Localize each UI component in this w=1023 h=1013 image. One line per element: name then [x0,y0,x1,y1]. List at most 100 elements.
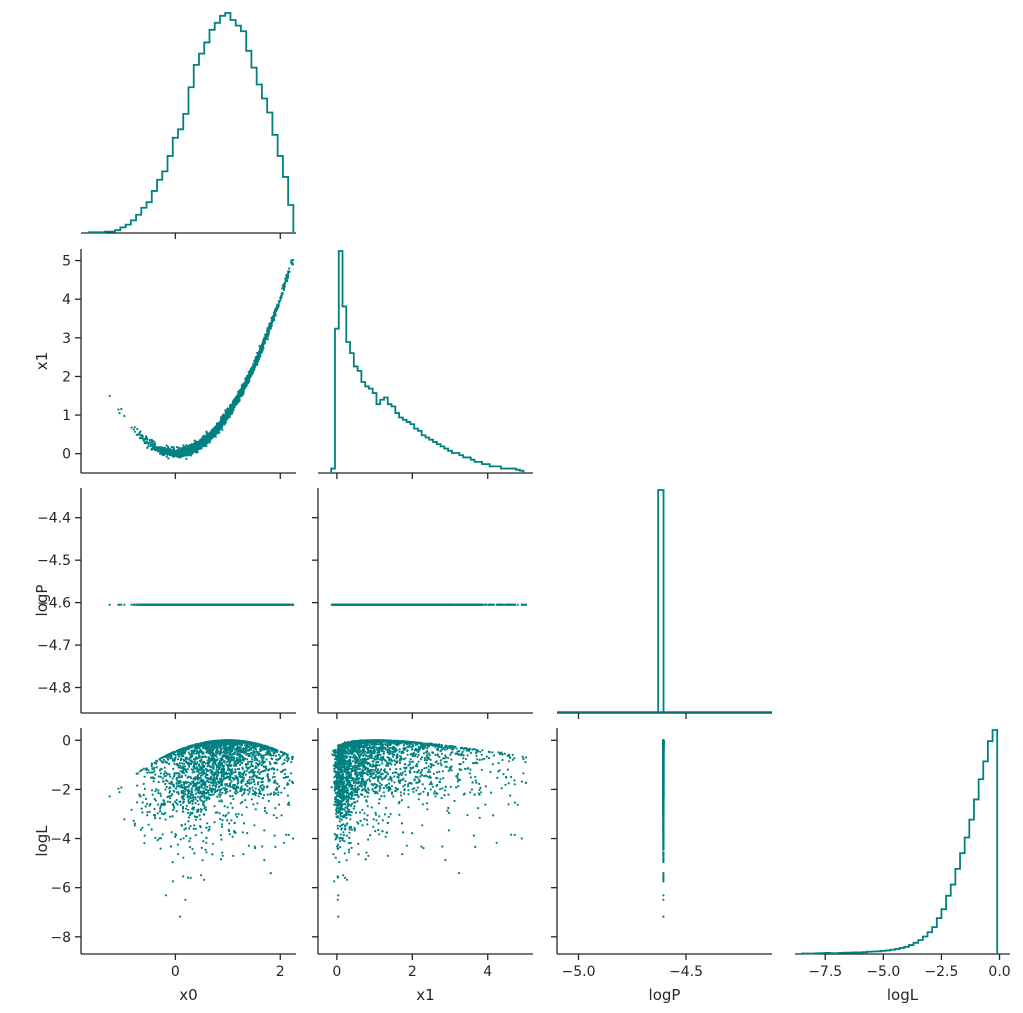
scatter-point [171,451,174,454]
scatter-point [287,272,290,275]
scatter-point [284,277,287,280]
scatter-point [175,445,179,449]
scatter-point [167,445,170,449]
y-tick-label: 1 [62,408,71,424]
scatter-point [178,451,181,454]
scatter-point [281,287,284,290]
scatter-point [143,440,146,443]
scatter-point [187,454,190,457]
scatter-point [271,318,274,321]
scatter-point [206,432,209,435]
scatter-point [226,410,229,413]
scatter-point [236,398,239,401]
scatter-point [258,349,261,352]
panel-0-0 [81,12,296,239]
scatter-point [130,603,133,606]
scatter-point [247,376,250,379]
y-tick-label: 2 [62,369,71,385]
scatter-point [266,338,269,341]
scatter-point [239,394,242,397]
scatter-point [234,400,237,403]
y-tick-label: −4.7 [37,638,71,654]
scatter-point [242,386,246,389]
scatter-point [259,352,262,355]
scatter-point [224,421,227,424]
scatter-point [151,441,154,444]
scatter-point [165,450,168,453]
histogram-x0 [87,12,295,234]
scatter-point [149,444,152,448]
scatter-point [153,443,156,446]
scatter-point [215,429,218,432]
scatter-point [188,444,191,447]
scatter-point [135,433,138,436]
scatter-point [252,368,255,371]
scatter-point [140,434,143,437]
scatter-point [246,374,250,377]
y-tick-label: −4.4 [37,511,71,527]
scatter-point [283,285,286,288]
scatter-point [185,444,188,447]
scatter-point [190,446,193,449]
y-tick-label: 3 [62,331,71,347]
scatter-point [123,414,126,418]
scatter-point [180,448,183,451]
scatter-point [120,603,123,606]
scatter-point [248,372,251,375]
y-tick-label: 0 [62,447,71,463]
scatter-point [217,430,220,433]
scatter-point [181,451,184,454]
scatter-point [155,447,158,450]
histogram-x1 [330,250,525,473]
scatter-point [237,390,240,393]
scatter-point [130,426,133,429]
scatter-point [142,437,145,440]
scatter-point [157,447,160,450]
scatter-point [290,259,293,262]
scatter-point [145,435,148,438]
scatter-point [182,444,185,447]
scatter-point [190,452,193,455]
scatter-point [209,434,212,437]
scatter-x0-x1 [108,258,295,460]
scatter-point [133,426,136,429]
scatter-point [253,365,256,368]
scatter-point [273,311,276,314]
scatter-point [221,420,224,424]
scatter-point [167,457,170,460]
scatter-point [108,394,111,397]
scatter-point [185,454,188,457]
scatter-point [233,398,236,401]
scatter-point [169,448,172,451]
scatter-point [108,603,111,606]
scatter-point [138,436,141,439]
scatter-point [288,267,291,270]
scatter-point [190,448,193,451]
scatter-point [241,383,244,386]
scatter-point [273,313,276,316]
scatter-point [199,438,202,441]
scatter-point [277,303,280,306]
scatter-point [185,457,188,460]
y-axis-label: logP [33,585,51,617]
scatter-point [171,454,174,457]
scatter-point [199,444,202,447]
scatter-point [270,323,273,326]
scatter-point [148,441,151,444]
scatter-point [194,441,197,444]
scatter-point [146,438,149,441]
scatter-point [210,431,213,435]
scatter-point [275,308,278,311]
panel-1-1 [318,250,533,479]
scatter-point [267,330,270,334]
scatter-point [285,279,288,282]
scatter-point [118,412,121,415]
scatter-point [250,366,253,369]
y-axis-label: x1 [33,352,51,370]
scatter-point [240,387,243,390]
scatter-point [147,445,150,448]
scatter-point [190,443,193,446]
scatter-point [287,270,290,273]
scatter-point [181,455,184,458]
